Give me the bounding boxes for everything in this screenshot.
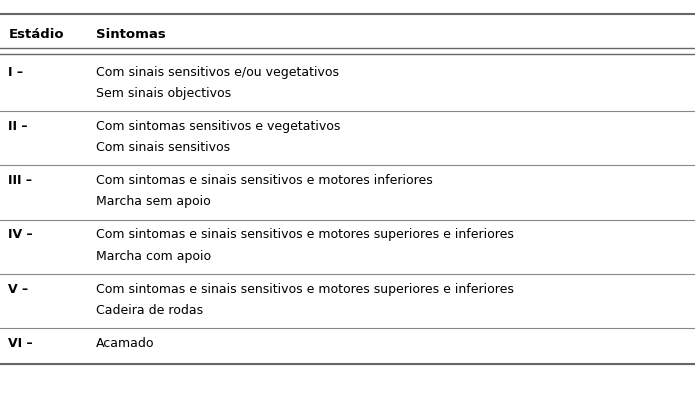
Text: Acamado: Acamado xyxy=(96,337,154,350)
Text: Com sintomas e sinais sensitivos e motores superiores e inferiores: Com sintomas e sinais sensitivos e motor… xyxy=(96,228,514,241)
Text: III –: III – xyxy=(8,174,33,187)
Text: IV –: IV – xyxy=(8,228,33,241)
Text: I –: I – xyxy=(8,66,24,79)
Text: II –: II – xyxy=(8,120,28,133)
Text: Com sintomas sensitivos e vegetativos: Com sintomas sensitivos e vegetativos xyxy=(96,120,341,133)
Text: Com sinais sensitivos e/ou vegetativos: Com sinais sensitivos e/ou vegetativos xyxy=(96,66,339,79)
Text: Estádio: Estádio xyxy=(8,28,64,40)
Text: Marcha sem apoio: Marcha sem apoio xyxy=(96,195,211,208)
Text: VI –: VI – xyxy=(8,337,33,350)
Text: Sem sinais objectivos: Sem sinais objectivos xyxy=(96,87,231,100)
Text: Com sinais sensitivos: Com sinais sensitivos xyxy=(96,141,230,154)
Text: Com sintomas e sinais sensitivos e motores inferiores: Com sintomas e sinais sensitivos e motor… xyxy=(96,174,433,187)
Text: Marcha com apoio: Marcha com apoio xyxy=(96,250,211,263)
Text: Cadeira de rodas: Cadeira de rodas xyxy=(96,304,203,317)
Text: Sintomas: Sintomas xyxy=(96,28,165,40)
Text: V –: V – xyxy=(8,283,28,296)
Text: Com sintomas e sinais sensitivos e motores superiores e inferiores: Com sintomas e sinais sensitivos e motor… xyxy=(96,283,514,296)
